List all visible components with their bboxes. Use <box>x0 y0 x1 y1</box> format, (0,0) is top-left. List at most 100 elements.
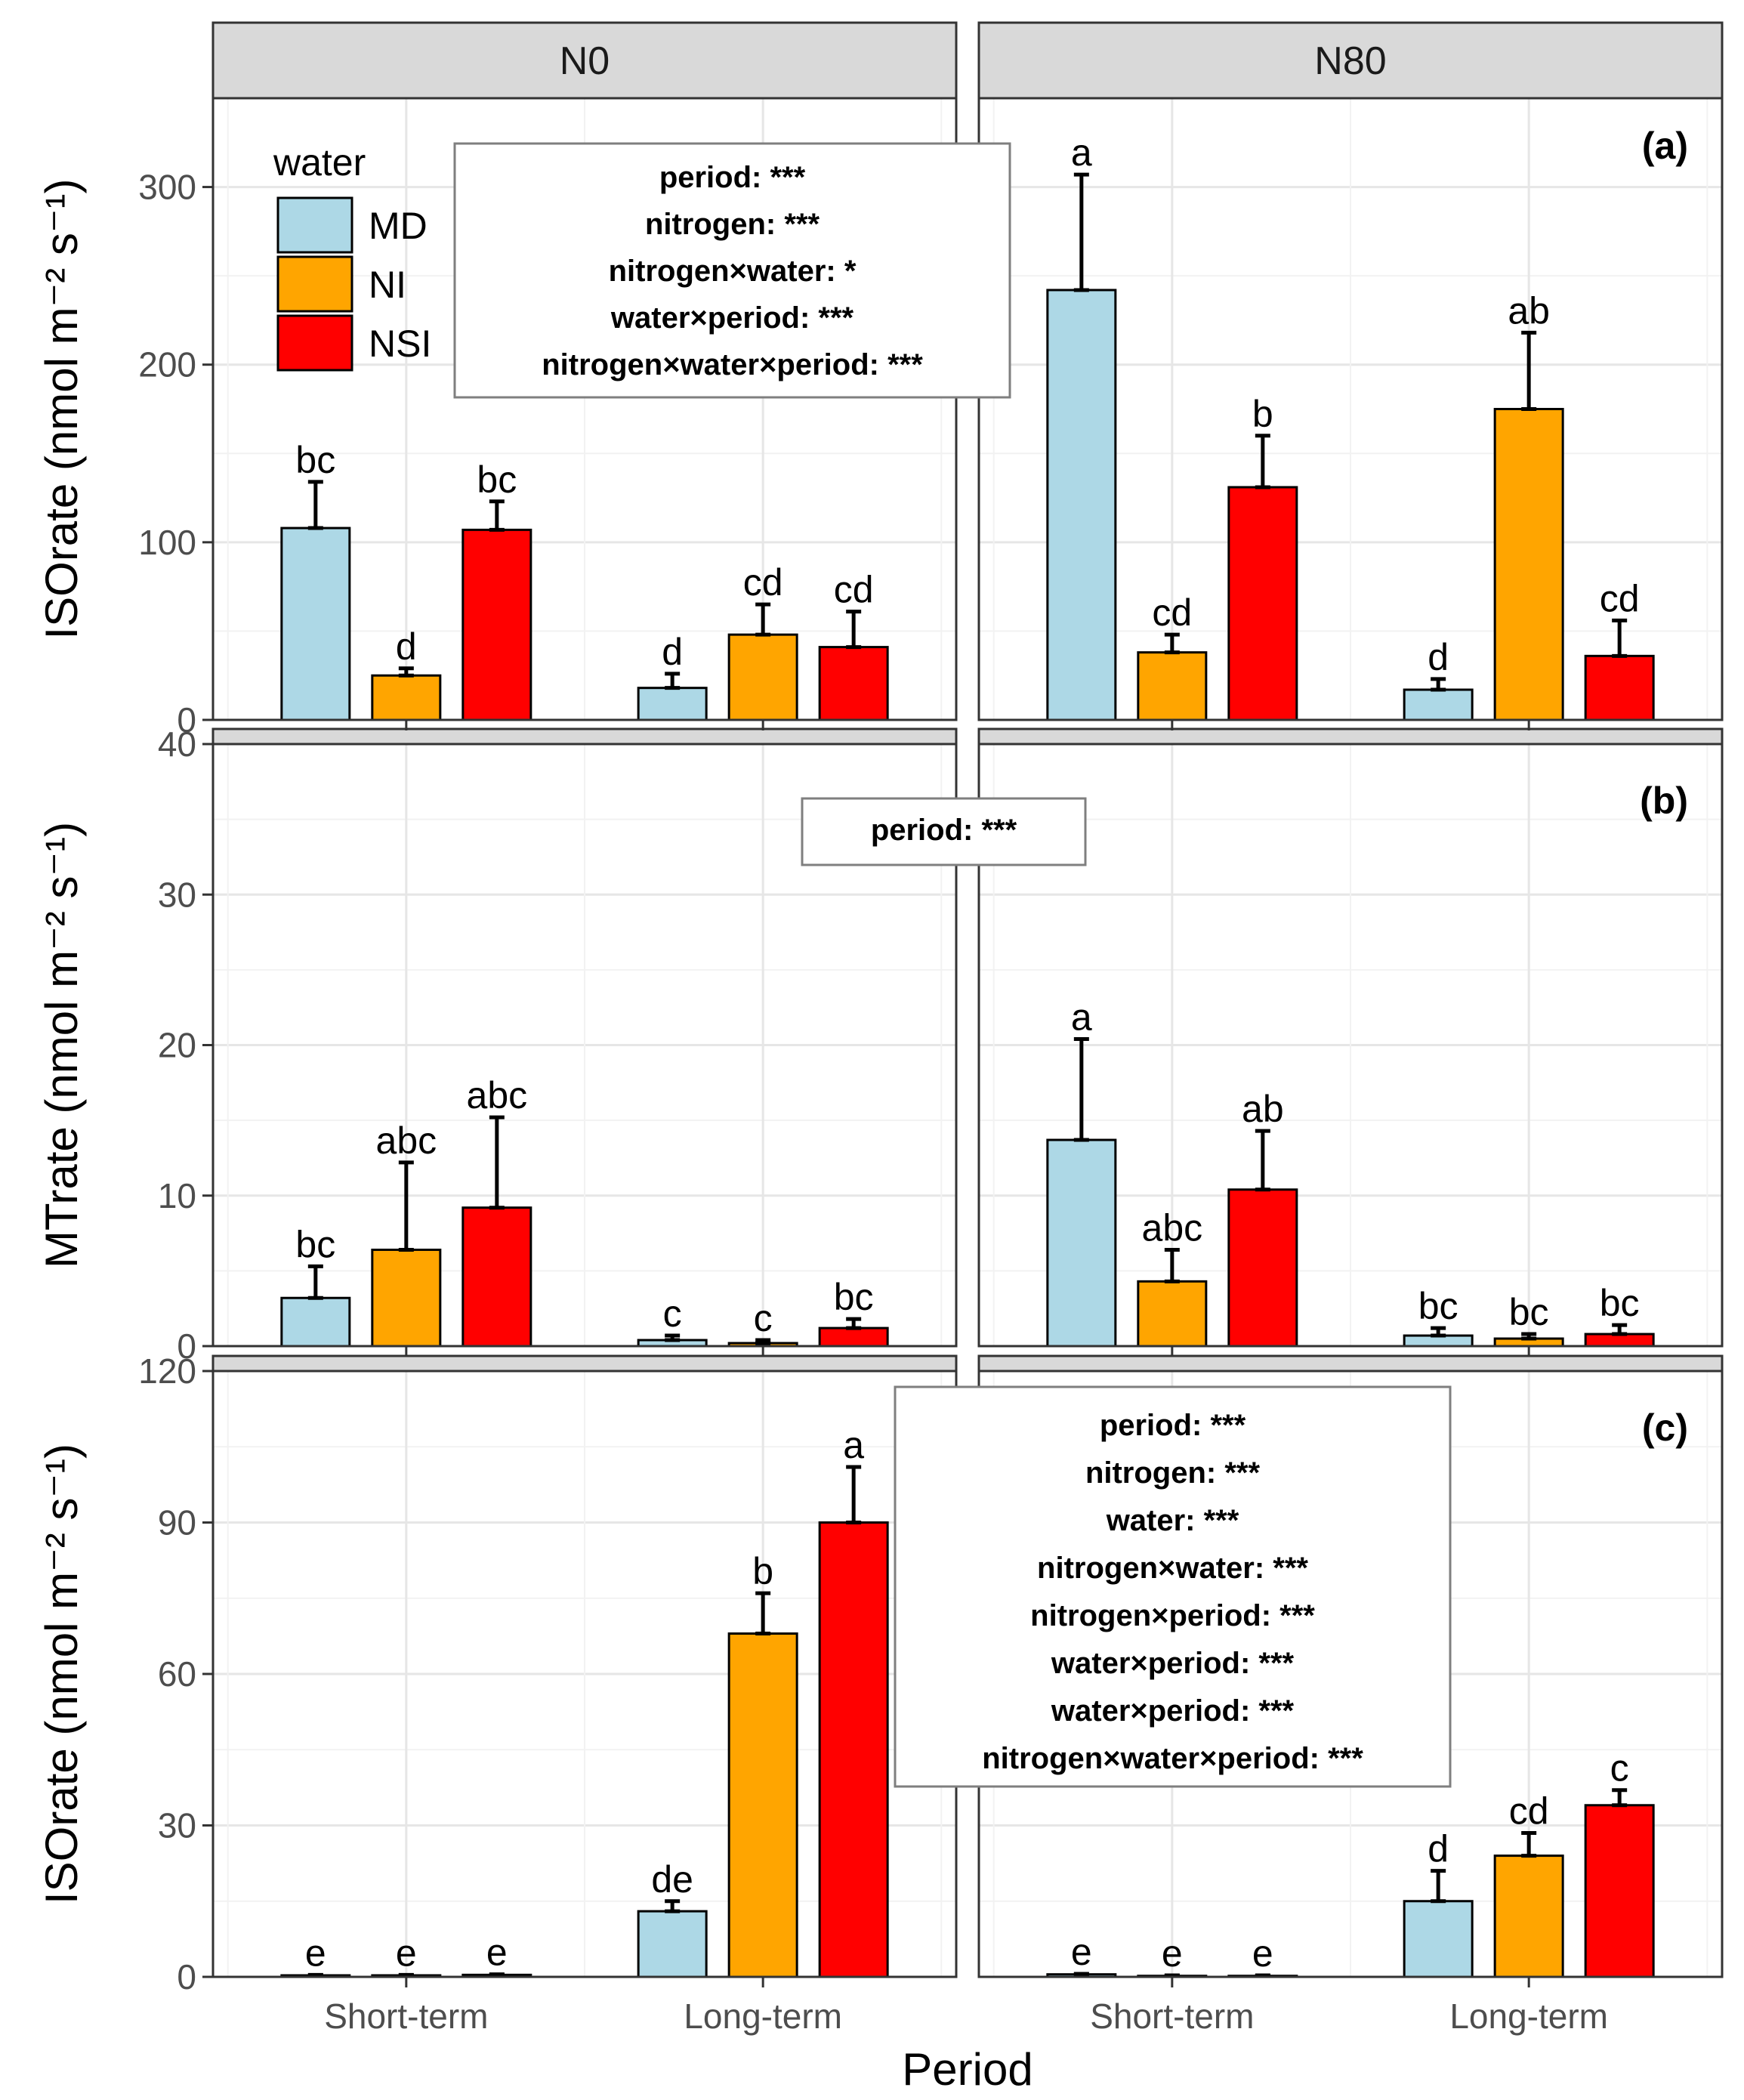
significance-letter-N0-Short-term-NI: d <box>396 625 417 668</box>
panel-1-N80: a cd b d ab cd <box>977 97 1724 730</box>
facet-strip-N0-row3 <box>211 1354 958 1373</box>
bar-N0-Long-term-MD <box>637 1910 708 1978</box>
significance-letter-N0-Long-term-MD: de <box>651 1858 693 1901</box>
significance-letter-N80-Short-term-NI: cd <box>1152 591 1192 634</box>
significance-letter-N80-Short-term-NSI: e <box>1252 1932 1273 1975</box>
facet-label-N80: N80 <box>1314 39 1386 83</box>
significance-letter-N0-Short-term-NI: e <box>396 1932 417 1974</box>
bar-N80-Short-term-MD <box>1046 1138 1117 1348</box>
bar-N0-Long-term-NI <box>727 633 798 721</box>
facet-label-N0: N0 <box>560 39 610 83</box>
significance-letter-N0-Long-term-MD: c <box>663 1292 682 1335</box>
y-tick-label: 300 <box>138 168 196 207</box>
x-tick-label-N0-0: Short-term <box>324 1997 488 2036</box>
stats-line-5: nitrogen×period: *** <box>1030 1599 1315 1632</box>
y-tick-label: 0 <box>177 700 196 740</box>
significance-letter-N80-Long-term-NSI: bc <box>1600 1282 1640 1324</box>
legend-label-NSI: NSI <box>369 323 431 365</box>
panel-3-N0: e e e de b a Short-term Long-term 0 30 60 90 120 <box>138 1351 958 2036</box>
bar-N80-Long-term-MD <box>1403 1900 1474 1978</box>
bar-N80-Long-term-NI <box>1493 1854 1564 1978</box>
significance-letter-N0-Long-term-NI: c <box>754 1297 773 1339</box>
significance-letter-N80-Short-term-MD: e <box>1071 1931 1092 1973</box>
significance-letter-N0-Short-term-NI: abc <box>376 1119 437 1162</box>
bar-N0-Long-term-NI <box>727 1632 798 1978</box>
facet-strip-N80-row3 <box>977 1354 1724 1373</box>
significance-letter-N80-Long-term-NI: ab <box>1508 289 1550 332</box>
bar-N0-Long-term-MD <box>637 687 708 721</box>
stats-line-3: nitrogen×water: * <box>609 255 857 288</box>
facet-strip-N0-row1 <box>211 21 958 100</box>
significance-letter-N80-Long-term-MD: d <box>1428 636 1449 678</box>
panel-border <box>977 743 1724 1348</box>
panel-tag-2: (b) <box>1640 780 1688 822</box>
legend-swatch-MD <box>276 196 353 254</box>
facet-strip-N80-row1 <box>977 21 1724 100</box>
stats-line-4: water×period: *** <box>610 301 854 335</box>
significance-letter-N0-Short-term-MD: bc <box>295 1223 335 1265</box>
facet-strip-N0-row2 <box>211 727 958 746</box>
bar-N0-Long-term-NSI <box>818 1326 889 1348</box>
x-axis-title: Period <box>902 2044 1033 2095</box>
stats-line-8: nitrogen×water×period: *** <box>982 1742 1363 1775</box>
y-tick-label: 30 <box>158 1806 196 1845</box>
stats-line-1: period: *** <box>871 814 1017 847</box>
x-tick-label-N80-0: Short-term <box>1090 1997 1254 2036</box>
significance-letter-N0-Long-term-NSI: cd <box>834 569 874 611</box>
stats-line-4: nitrogen×water: *** <box>1037 1552 1308 1585</box>
bar-N0-Short-term-MD <box>280 527 351 721</box>
y-tick-label: 30 <box>158 875 196 914</box>
legend-swatch-NI <box>276 255 353 313</box>
panel-2-N80: a abc ab bc bc bc <box>977 743 1724 1357</box>
stats-box-frame <box>453 142 1011 399</box>
significance-letter-N80-Long-term-MD: d <box>1428 1828 1449 1870</box>
stats-line-1: period: *** <box>1100 1409 1246 1442</box>
significance-letter-N80-Short-term-NI: e <box>1162 1932 1183 1975</box>
significance-letter-N0-Long-term-NSI: bc <box>834 1276 874 1318</box>
panel-border <box>977 97 1724 721</box>
stats-line-6: water×period: *** <box>1051 1647 1295 1680</box>
y-tick-label: 20 <box>158 1026 196 1065</box>
significance-letter-N80-Short-term-NI: abc <box>1142 1206 1203 1249</box>
significance-letter-N80-Short-term-MD: a <box>1071 996 1092 1039</box>
bar-N0-Short-term-NSI <box>461 528 532 721</box>
y-tick-label: 10 <box>158 1176 196 1215</box>
stats-box-1: period: *** nitrogen: *** nitrogen×water: … <box>453 142 1011 399</box>
stats-line-2: nitrogen: *** <box>1085 1456 1261 1490</box>
y-axis-title-3: ISOrate (nmol m⁻² s⁻¹) <box>36 1444 87 1904</box>
stats-line-5: nitrogen×water×period: *** <box>542 348 923 381</box>
legend-swatch-NSI <box>276 314 353 372</box>
bar-N0-Short-term-NI <box>371 674 442 721</box>
bar-N80-Short-term-NSI <box>1227 486 1298 721</box>
y-tick-label: 90 <box>158 1503 196 1543</box>
significance-letter-N80-Long-term-NI: cd <box>1509 1790 1549 1833</box>
y-tick-label: 0 <box>177 1326 196 1366</box>
bar-N0-Short-term-MD <box>280 1296 351 1348</box>
bar-N80-Long-term-NSI <box>1584 1804 1655 1978</box>
stats-line-1: period: *** <box>659 161 806 194</box>
bar-N0-Long-term-NSI <box>818 1521 889 1978</box>
y-axis-title-2: MTrate (nmol m⁻² s⁻¹) <box>36 822 87 1268</box>
legend-title: water <box>273 141 366 184</box>
bar-N80-Short-term-NSI <box>1227 1188 1298 1348</box>
significance-letter-N0-Short-term-NSI: abc <box>467 1074 528 1116</box>
stats-box-frame <box>801 797 1087 866</box>
y-axis-title-1: ISOrate (nmol m⁻² s⁻¹) <box>36 178 87 639</box>
significance-letter-N80-Short-term-NSI: ab <box>1242 1088 1284 1130</box>
panel-tag-3: (c) <box>1642 1407 1688 1449</box>
facet-strip-N80-row2 <box>977 727 1724 746</box>
y-tick-label: 100 <box>138 523 196 562</box>
significance-letter-N80-Short-term-MD: a <box>1071 131 1092 174</box>
significance-letter-N0-Short-term-NSI: bc <box>477 459 517 501</box>
bar-N80-Long-term-NI <box>1493 408 1564 721</box>
significance-letter-N0-Short-term-MD: bc <box>295 439 335 481</box>
panel-border <box>211 97 958 721</box>
panel-tag-1: (a) <box>1642 125 1688 167</box>
significance-letter-N0-Short-term-MD: e <box>305 1932 326 1974</box>
bar-N0-Long-term-NSI <box>818 646 889 721</box>
stats-box-2: period: *** <box>801 797 1087 866</box>
bar-N80-Short-term-MD <box>1046 289 1117 721</box>
stats-line-3: water: *** <box>1106 1504 1239 1537</box>
